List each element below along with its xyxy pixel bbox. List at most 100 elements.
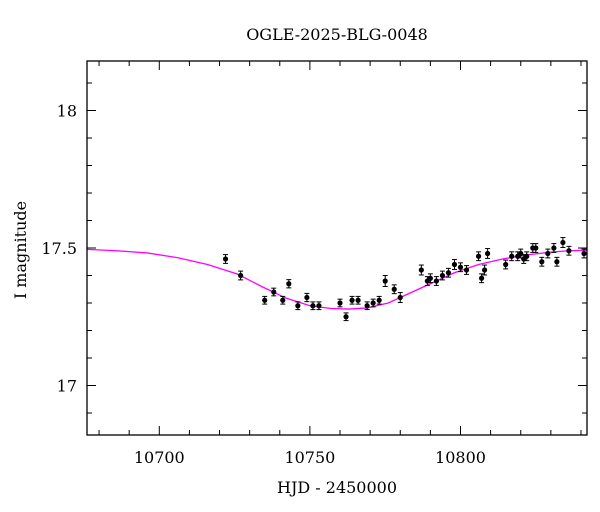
data-point (397, 292, 403, 303)
data-marker (222, 256, 229, 262)
data-point (310, 301, 316, 311)
data-marker (554, 259, 560, 265)
data-marker (349, 297, 355, 303)
data-marker (581, 250, 587, 257)
y-tick-label: 17 (57, 377, 77, 396)
data-point (485, 248, 491, 259)
x-tick-label: 10800 (435, 448, 486, 467)
data-marker (310, 303, 316, 309)
data-point (539, 256, 545, 267)
data-marker (397, 294, 403, 301)
plot-content (87, 237, 587, 322)
y-tick-label: 18 (57, 102, 77, 121)
data-marker (418, 267, 424, 273)
y-tick-label: 17.5 (41, 239, 77, 258)
data-marker (271, 289, 277, 295)
data-point (280, 295, 286, 305)
plot-frame (86, 60, 588, 436)
data-marker (509, 253, 515, 259)
data-marker (566, 248, 572, 254)
data-point (545, 248, 551, 259)
data-marker (445, 270, 452, 276)
data-marker (427, 275, 433, 281)
data-point (457, 262, 464, 273)
data-marker (481, 267, 488, 273)
data-point (551, 243, 557, 253)
data-point (451, 259, 458, 270)
data-marker (364, 303, 370, 309)
data-marker (524, 253, 530, 259)
data-marker (545, 250, 551, 257)
data-point (581, 248, 587, 259)
data-point (481, 264, 488, 276)
chart-title: OGLE-2025-BLG-0048 (246, 25, 428, 44)
x-tick-label: 10750 (284, 448, 335, 467)
data-point (286, 279, 292, 289)
data-point (566, 245, 572, 256)
data-marker (382, 278, 388, 284)
data-point (439, 270, 446, 281)
axis-ticks: 10700 10750 10800 17 17.5 18 (41, 61, 587, 467)
data-point (518, 248, 524, 259)
plot-area (87, 237, 587, 322)
data-point (418, 264, 424, 276)
data-point (349, 295, 355, 305)
data-point (554, 256, 560, 267)
data-marker (286, 281, 292, 287)
data-point (343, 312, 349, 322)
model-curve (87, 248, 587, 310)
data-point (316, 301, 322, 311)
data-marker (337, 300, 343, 306)
data-marker (262, 297, 268, 303)
data-point (524, 251, 530, 262)
data-point (382, 275, 388, 287)
data-point (262, 295, 268, 305)
data-point (238, 270, 244, 281)
data-point (391, 284, 397, 295)
data-point (304, 292, 310, 303)
y-axis-label: I magnitude (11, 201, 30, 299)
data-marker (238, 272, 244, 279)
data-point (503, 259, 509, 270)
data-point (475, 251, 482, 262)
data-point (295, 301, 301, 311)
data-point (433, 276, 439, 286)
data-marker (391, 286, 397, 292)
x-tick-label: 10700 (134, 448, 185, 467)
data-point (370, 298, 376, 308)
data-point (445, 267, 452, 278)
data-marker (475, 253, 482, 259)
data-point (337, 298, 343, 308)
data-point (478, 273, 485, 284)
data-point (463, 265, 470, 275)
data-point (271, 287, 277, 297)
data-marker (457, 264, 464, 270)
data-marker (560, 239, 566, 246)
data-point (364, 301, 370, 311)
data-point (376, 295, 382, 305)
data-marker (343, 314, 349, 320)
data-marker (451, 261, 458, 268)
data-marker (433, 278, 439, 284)
data-point (222, 254, 229, 264)
data-marker (355, 297, 361, 303)
data-marker (316, 303, 322, 309)
data-marker (295, 303, 301, 309)
data-marker (551, 245, 557, 251)
data-point (533, 243, 539, 253)
data-point (560, 237, 566, 248)
data-marker (376, 297, 382, 303)
data-marker (370, 300, 376, 306)
data-point (355, 295, 361, 305)
data-marker (463, 267, 470, 273)
data-marker (280, 297, 286, 303)
data-marker (518, 250, 524, 257)
data-marker (503, 261, 509, 268)
data-point (509, 251, 515, 262)
data-marker (533, 245, 539, 251)
data-marker (478, 275, 485, 281)
data-point (427, 273, 433, 284)
data-marker (539, 259, 545, 265)
data-marker (439, 272, 446, 279)
